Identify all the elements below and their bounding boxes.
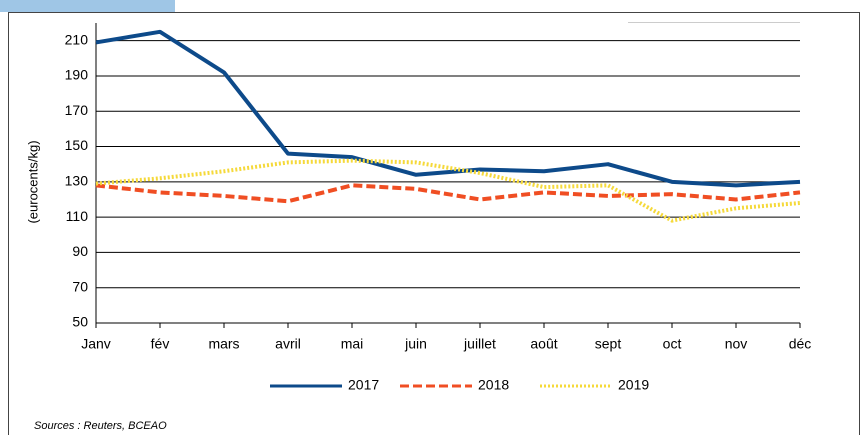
x-tick-label: nov [725,336,748,352]
y-tick-label: 170 [65,102,89,118]
x-tick-label: juin [404,336,427,352]
y-tick-label: 110 [66,208,89,224]
y-tick-label: 50 [72,314,88,330]
x-tick-label: juillet [463,336,496,352]
source: Sources : Reuters, BCEAO [34,420,167,432]
y-tick-label: 130 [65,173,89,189]
y-axis-label: (eurocents/kg) [25,140,40,223]
series-line [95,158,801,223]
legend-label: 2018 [478,377,509,393]
x-tick-label: mars [208,336,239,352]
header-tab [0,0,175,12]
y-tick-label: 70 [72,278,88,294]
y-tick-label: 150 [65,137,89,153]
series-line [95,183,801,204]
x-tick-label: déc [789,336,812,352]
x-tick-label: fév [151,336,170,352]
y-tick-label: 210 [65,31,89,47]
x-tick-label: août [530,336,557,352]
legend-label: 2017 [348,377,379,393]
legend-label: 2019 [618,377,649,393]
x-tick-label: mai [341,336,364,352]
y-tick-label: 190 [65,67,89,83]
x-tick-label: Janv [81,336,111,352]
x-tick-label: sept [595,336,622,352]
frame [8,12,860,435]
series-line [95,29,801,188]
x-tick-label: oct [663,336,682,352]
x-tick-label: avril [275,336,301,352]
y-tick-label: 90 [72,243,88,259]
